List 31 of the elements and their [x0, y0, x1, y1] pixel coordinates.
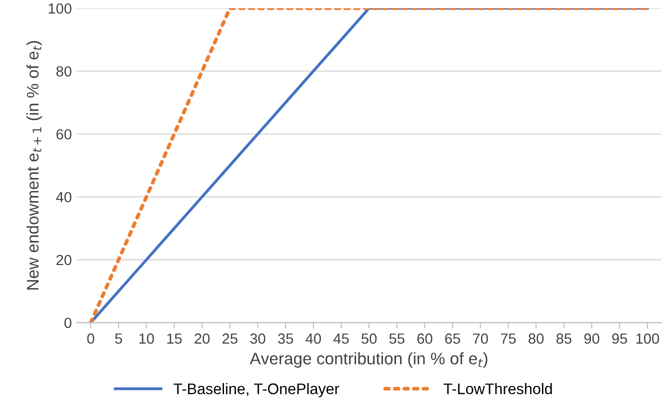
x-tick-label: 30 — [250, 333, 266, 344]
x-tick-label: 0 — [87, 333, 94, 344]
y-tick-label: 0 — [64, 318, 72, 328]
x-tick-label: 95 — [612, 333, 628, 344]
x-axis-title: Average contribution (in % of e$_{t}$) — [250, 352, 488, 368]
y-tick-label: 80 — [56, 66, 72, 77]
x-tick-label: 90 — [584, 333, 600, 344]
y-tick-label: 40 — [56, 192, 72, 202]
x-tick-label: 10 — [139, 333, 154, 344]
x-tick-label: 55 — [389, 334, 404, 344]
x-tick-label: 85 — [556, 333, 572, 344]
x-tick-label: 45 — [333, 334, 349, 344]
y-tick-label: 100 — [48, 3, 72, 14]
x-tick-label: 20 — [194, 333, 210, 344]
x-tick-label: 65 — [445, 333, 460, 344]
x-tick-label: 5 — [115, 334, 122, 344]
x-tick-label: 15 — [167, 334, 182, 344]
x-tick-label: 35 — [278, 333, 294, 344]
x-tick-label: 80 — [528, 333, 544, 344]
legend-label: T-LowThreshold — [444, 383, 552, 394]
x-tick-label: 60 — [417, 333, 432, 344]
x-tick-label: 75 — [500, 334, 516, 344]
legend-label: T-Baseline, T-OnePlayer — [174, 383, 340, 398]
x-tick-label: 25 — [222, 333, 238, 344]
y-axis-title: New endowment e$_{t+1}$ (in % of e$_{t}$) — [26, 41, 42, 290]
x-tick-label: 70 — [473, 333, 488, 344]
x-tick-label: 40 — [306, 333, 321, 344]
x-tick-label: 50 — [362, 333, 377, 344]
y-tick-label: 60 — [56, 129, 72, 140]
x-tick-label: 100 — [636, 333, 659, 344]
y-tick-label: 20 — [56, 254, 72, 266]
